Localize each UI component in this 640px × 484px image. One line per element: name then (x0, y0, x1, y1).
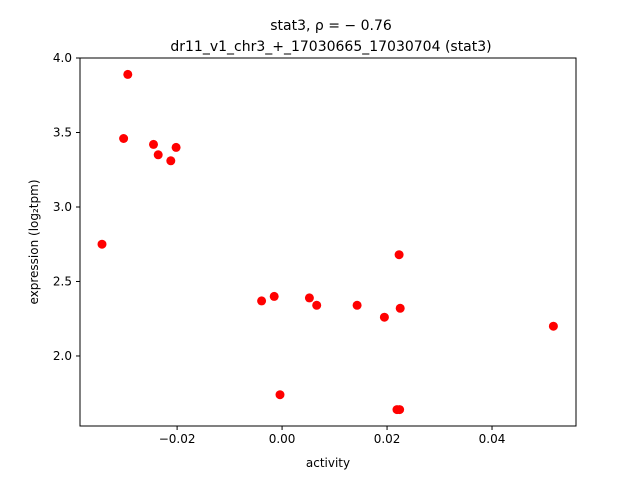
scatter-point-4 (154, 150, 163, 159)
scatter-point-9 (270, 292, 279, 301)
y-tick-label-5: 4.0 (53, 51, 72, 65)
x-tick-label-2: 0.00 (269, 432, 296, 446)
x-tick-label-3: 0.02 (374, 432, 401, 446)
x-axis-label: activity (306, 456, 350, 470)
scatter-point-3 (149, 140, 158, 149)
x-tick-label-1: −0.02 (159, 432, 196, 446)
y-tick-label-4: 3.5 (53, 125, 72, 139)
scatter-point-2 (119, 134, 128, 143)
y-tick-label-3: 3.0 (53, 200, 72, 214)
scatter-point-16 (276, 390, 285, 399)
y-tick-label-2: 2.5 (53, 274, 72, 288)
scatter-point-13 (380, 313, 389, 322)
scatter-point-6 (166, 156, 175, 165)
scatter-point-12 (353, 301, 362, 310)
scatter-point-11 (312, 301, 321, 310)
y-tick-label-1: 2.0 (53, 349, 72, 363)
scatter-point-18 (395, 405, 404, 414)
scatter-point-10 (305, 293, 314, 302)
scatter-point-19 (549, 322, 558, 331)
scatter-point-1 (123, 70, 132, 79)
x-tick-label-4: 0.04 (479, 432, 506, 446)
scatter-point-14 (396, 304, 405, 313)
chart-title-line-1: stat3, ρ = − 0.76 (270, 18, 392, 34)
chart-title-line-2: dr11_v1_chr3_+_17030665_17030704 (stat3) (170, 39, 491, 55)
scatter-point-5 (172, 143, 181, 152)
y-axis-label: expression (log₂tpm) (27, 179, 41, 304)
scatter-point-7 (98, 240, 107, 249)
scatter-point-8 (257, 296, 266, 305)
scatter-point-15 (395, 250, 404, 259)
